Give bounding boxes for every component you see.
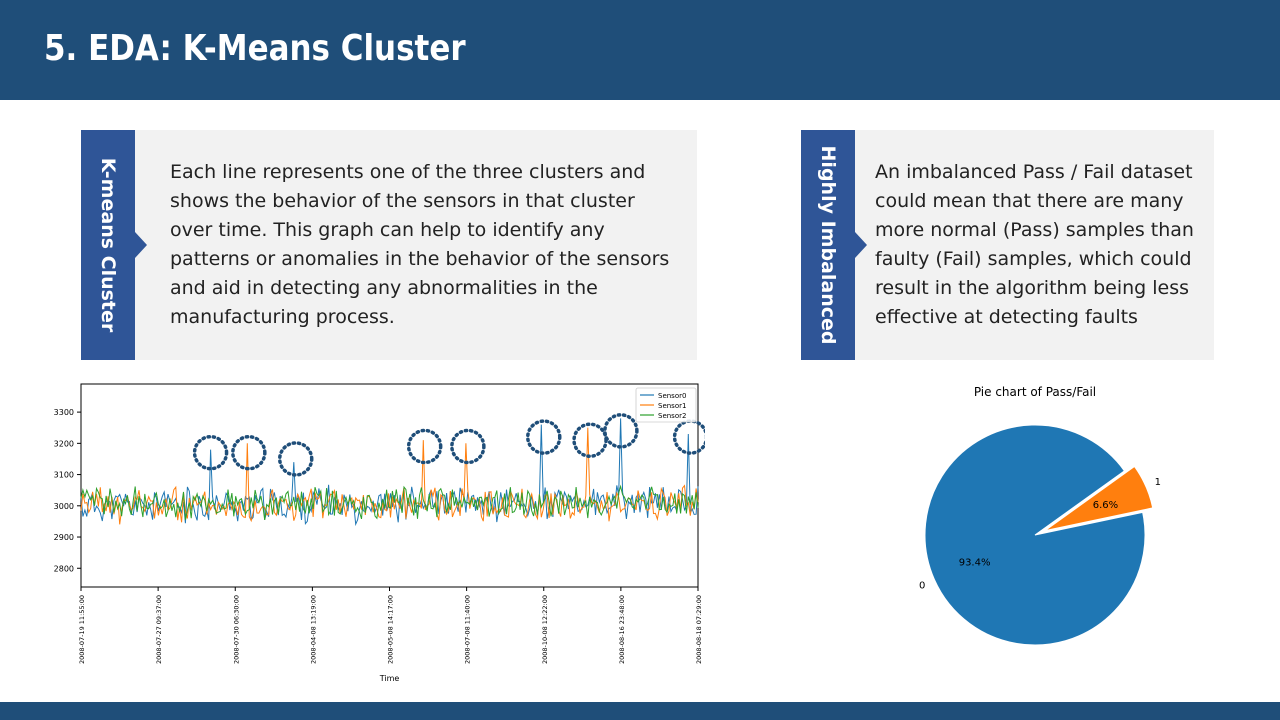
plot-frame <box>80 383 699 588</box>
x-tick-label: 2008-07-08 11:40:00 <box>464 595 472 664</box>
right-tab-arrow <box>855 232 867 258</box>
x-tick-label: 2008-04-08 13:19:00 <box>309 595 317 664</box>
y-tick-label: 3300 <box>54 408 74 417</box>
right-text-panel <box>801 130 1214 360</box>
pie-title: Pie chart of Pass/Fail <box>974 385 1096 399</box>
legend-label: Sensor1 <box>658 402 686 410</box>
x-tick-label: 2008-07-19 11:55:00 <box>78 595 86 664</box>
x-tick-label: 2008-10-08 12:22:00 <box>541 595 549 664</box>
y-tick-label: 2800 <box>54 564 74 573</box>
legend-label: Sensor2 <box>658 412 686 420</box>
anomaly-circle <box>450 428 486 465</box>
pie-value-label: 93.4% <box>959 558 991 569</box>
pie-category-label: 1 <box>1155 477 1161 488</box>
legend-box <box>635 387 697 423</box>
left-text-panel <box>81 130 697 360</box>
right-panel-text: An imbalanced Pass / Fail dataset could … <box>875 161 1194 328</box>
left-panel-text: Each line represents one of the three cl… <box>170 161 670 328</box>
x-tick-label: 2008-07-27 09:37:00 <box>155 595 163 664</box>
y-tick-label: 3000 <box>54 502 74 511</box>
right-tab-label: Highly Imbalanced <box>817 145 839 345</box>
y-tick-label: 3100 <box>54 471 74 480</box>
anomaly-circle <box>603 413 639 449</box>
slide-title: 5. EDA: K-Means Cluster <box>44 28 466 69</box>
x-tick-label: 2008-05-08 14:17:00 <box>387 595 395 664</box>
x-tick-label: 2008-08-16 23:48:00 <box>618 595 626 664</box>
y-tick-label: 3200 <box>54 439 74 448</box>
y-tick-label: 2900 <box>54 533 74 542</box>
anomaly-circle <box>231 434 267 471</box>
pie-category-label: 0 <box>919 581 925 592</box>
footer-bar <box>0 702 1280 720</box>
left-tab-label: K-means Cluster <box>97 157 119 333</box>
left-tab: K-means Cluster <box>81 130 147 360</box>
series-line-sensor2 <box>80 484 699 521</box>
pie-slice-1 <box>1044 465 1154 532</box>
x-tick-label: 2008-07-30 06:30:00 <box>232 595 240 664</box>
anomaly-circle <box>277 441 314 477</box>
sensor-line-chart: 2800 2900 3000 3100 3200 3300 2008-07-19 11:55… <box>54 383 705 683</box>
header-bar: 5. EDA: K-Means Cluster <box>0 0 1280 100</box>
pass-fail-pie-chart: Pie chart of Pass/Fail 93.4% 0 6.6% 1 <box>919 385 1161 646</box>
right-tab: Highly Imbalanced <box>801 130 867 360</box>
pie-value-label: 6.6% <box>1093 500 1118 511</box>
x-tick-label: 2008-08-18 07:29:00 <box>695 595 703 664</box>
pie-slice-0 <box>924 424 1146 646</box>
anomaly-circle <box>406 428 443 465</box>
anomaly-circle <box>192 434 229 471</box>
legend-label: Sensor0 <box>658 392 686 400</box>
anomaly-circle <box>526 419 562 455</box>
x-axis-label: Time <box>379 674 400 683</box>
left-tab-arrow <box>135 232 147 258</box>
